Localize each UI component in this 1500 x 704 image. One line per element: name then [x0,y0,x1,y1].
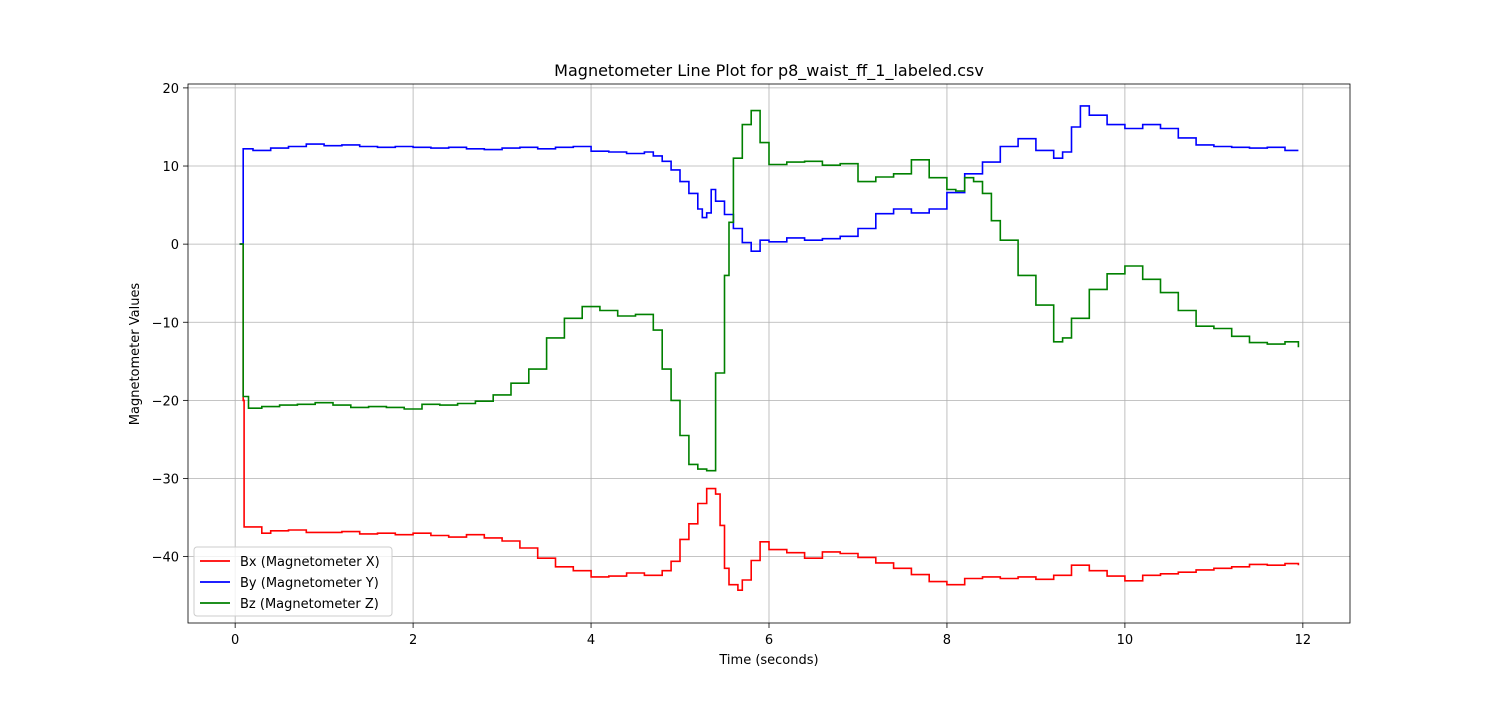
legend-label-2: By (Magnetometer Y) [240,576,379,591]
y-tick-label: −30 [152,472,179,487]
x-tick-label: 10 [1117,633,1134,648]
legend-label-1: Bx (Magnetometer X) [240,555,380,570]
y-tick-label: 10 [162,160,179,175]
x-tick-label: 8 [943,633,951,648]
x-tick-label: 0 [231,633,239,648]
y-tick-label: −40 [152,551,179,566]
x-axis-ticks: 0 2 4 6 8 10 12 [231,623,1311,648]
y-tick-label: −20 [152,394,179,409]
legend: Bx (Magnetometer X) By (Magnetometer Y) Bz… [194,547,392,616]
y-tick-label: 20 [162,82,179,97]
chart-title: Magnetometer Line Plot for p8_waist_ff_1… [554,61,984,81]
x-tick-label: 6 [765,633,773,648]
x-axis-label: Time (seconds) [718,653,818,668]
x-tick-label: 2 [409,633,417,648]
y-axis-label: Magnetometer Values [128,283,143,426]
x-tick-label: 12 [1295,633,1312,648]
legend-label-3: Bz (Magnetometer Z) [240,597,379,612]
y-tick-label: −10 [152,316,179,331]
y-tick-label: 0 [171,238,179,253]
y-axis-ticks: 20 10 0 −10 −20 −30 −40 [152,82,188,566]
x-tick-label: 4 [587,633,595,648]
